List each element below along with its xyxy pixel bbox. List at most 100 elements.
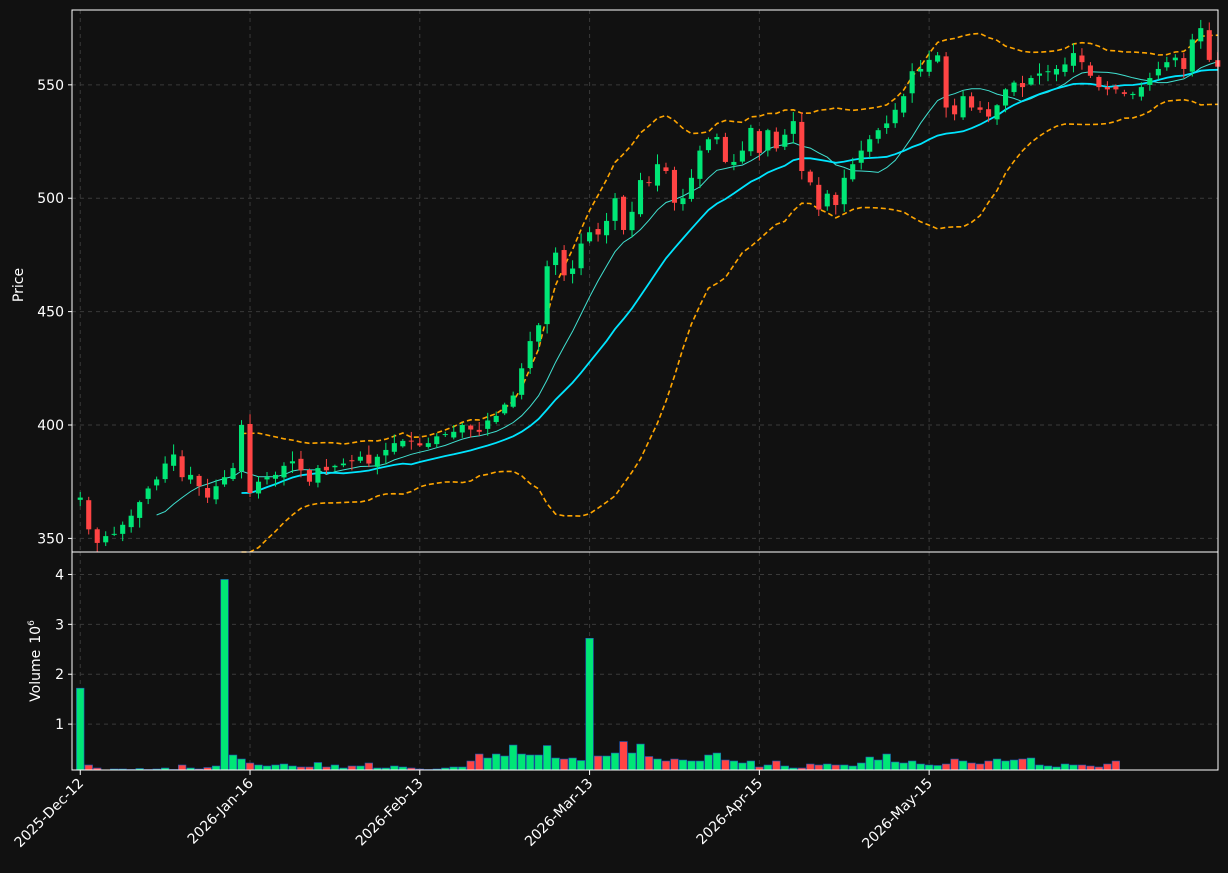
candle bbox=[731, 154, 737, 171]
volume-bar bbox=[891, 761, 900, 771]
candle bbox=[340, 458, 346, 468]
candle bbox=[960, 90, 966, 120]
candle-body bbox=[1113, 86, 1119, 90]
candle-body bbox=[663, 167, 669, 172]
price-tick-label: 450 bbox=[37, 305, 64, 321]
candle-body bbox=[935, 55, 941, 62]
volume-bar bbox=[211, 765, 221, 771]
volume-bar bbox=[390, 765, 399, 771]
candle-body bbox=[807, 171, 813, 183]
volume-bar bbox=[585, 638, 594, 771]
candle-body bbox=[697, 150, 703, 179]
candle-body bbox=[188, 474, 194, 480]
candlesticks bbox=[77, 19, 1221, 553]
candle bbox=[816, 177, 822, 217]
volume-bar bbox=[262, 765, 272, 771]
candle bbox=[892, 103, 898, 128]
candle bbox=[977, 101, 983, 113]
volume-bar bbox=[177, 764, 187, 771]
candle bbox=[536, 322, 542, 351]
candle bbox=[1172, 54, 1178, 67]
candle bbox=[926, 50, 932, 77]
candle bbox=[111, 526, 117, 537]
volume-bar bbox=[534, 754, 543, 771]
candle-body bbox=[1130, 93, 1136, 96]
price-axis-ticks: 350 400 450 500 550 bbox=[37, 78, 72, 547]
candle bbox=[323, 459, 329, 474]
volume-bar bbox=[958, 760, 968, 771]
volume-bar bbox=[1026, 757, 1036, 771]
candle-body bbox=[1045, 71, 1051, 73]
candle-body bbox=[926, 59, 932, 72]
candle-body bbox=[620, 196, 627, 230]
candle bbox=[612, 193, 618, 231]
candle-body bbox=[960, 96, 966, 118]
candle bbox=[272, 471, 279, 487]
candle bbox=[858, 140, 864, 170]
candle-body bbox=[179, 456, 185, 478]
volume-bar bbox=[1009, 759, 1019, 771]
volume-axis-ticks: 1 2 3 4 bbox=[55, 567, 72, 733]
candle-body bbox=[128, 515, 134, 528]
volume-bar bbox=[670, 758, 679, 771]
candle bbox=[697, 145, 703, 189]
candle bbox=[77, 491, 83, 507]
candle bbox=[1130, 91, 1136, 100]
candle bbox=[918, 59, 924, 77]
candle-body bbox=[1053, 68, 1060, 75]
candle bbox=[604, 212, 610, 244]
volume-bar bbox=[517, 753, 526, 771]
candle-body bbox=[994, 105, 1000, 120]
candle-body bbox=[867, 139, 873, 152]
candle-body bbox=[120, 524, 126, 534]
volume-bar bbox=[653, 758, 662, 771]
volume-bar bbox=[806, 763, 815, 771]
volume-bar bbox=[593, 755, 603, 771]
candle-body bbox=[671, 169, 678, 203]
candle bbox=[120, 521, 126, 542]
candle-body bbox=[205, 488, 211, 498]
volume-bar bbox=[678, 759, 688, 771]
volume-bar bbox=[882, 753, 891, 771]
candle-body bbox=[425, 443, 431, 447]
candle bbox=[485, 412, 491, 436]
candle bbox=[451, 425, 457, 440]
candle-body bbox=[646, 182, 652, 184]
candle bbox=[264, 471, 270, 485]
candle-body bbox=[705, 139, 711, 151]
candle-body bbox=[417, 443, 423, 446]
candle-body bbox=[366, 454, 372, 464]
candle bbox=[442, 431, 448, 437]
candle bbox=[383, 442, 389, 465]
candle-body bbox=[909, 71, 915, 94]
candle bbox=[654, 154, 661, 192]
candle bbox=[1138, 82, 1144, 101]
candle bbox=[935, 52, 941, 64]
volume-bar bbox=[687, 760, 696, 771]
bollinger-upper-line bbox=[241, 32, 1218, 445]
volume-bar bbox=[780, 765, 789, 771]
volume-grid bbox=[72, 552, 1218, 770]
volume-bar bbox=[941, 763, 951, 771]
volume-axis-label-base: 10 bbox=[28, 626, 44, 644]
candle bbox=[680, 188, 686, 211]
candle bbox=[476, 422, 482, 437]
volume-bar bbox=[814, 764, 823, 771]
candle-body bbox=[1206, 30, 1212, 60]
candle bbox=[137, 500, 143, 528]
candle bbox=[1189, 33, 1195, 77]
candle bbox=[799, 112, 805, 180]
volume-bar bbox=[1077, 764, 1087, 771]
volume-bar bbox=[220, 579, 229, 771]
volume-bar bbox=[483, 757, 492, 771]
candle bbox=[901, 93, 907, 118]
volume-bar bbox=[908, 760, 917, 771]
price-tick-label: 550 bbox=[37, 78, 64, 94]
candle-body bbox=[680, 198, 686, 205]
candle bbox=[238, 420, 245, 479]
volume-bar bbox=[865, 756, 874, 771]
candle-body bbox=[145, 488, 151, 499]
candle bbox=[637, 172, 644, 217]
